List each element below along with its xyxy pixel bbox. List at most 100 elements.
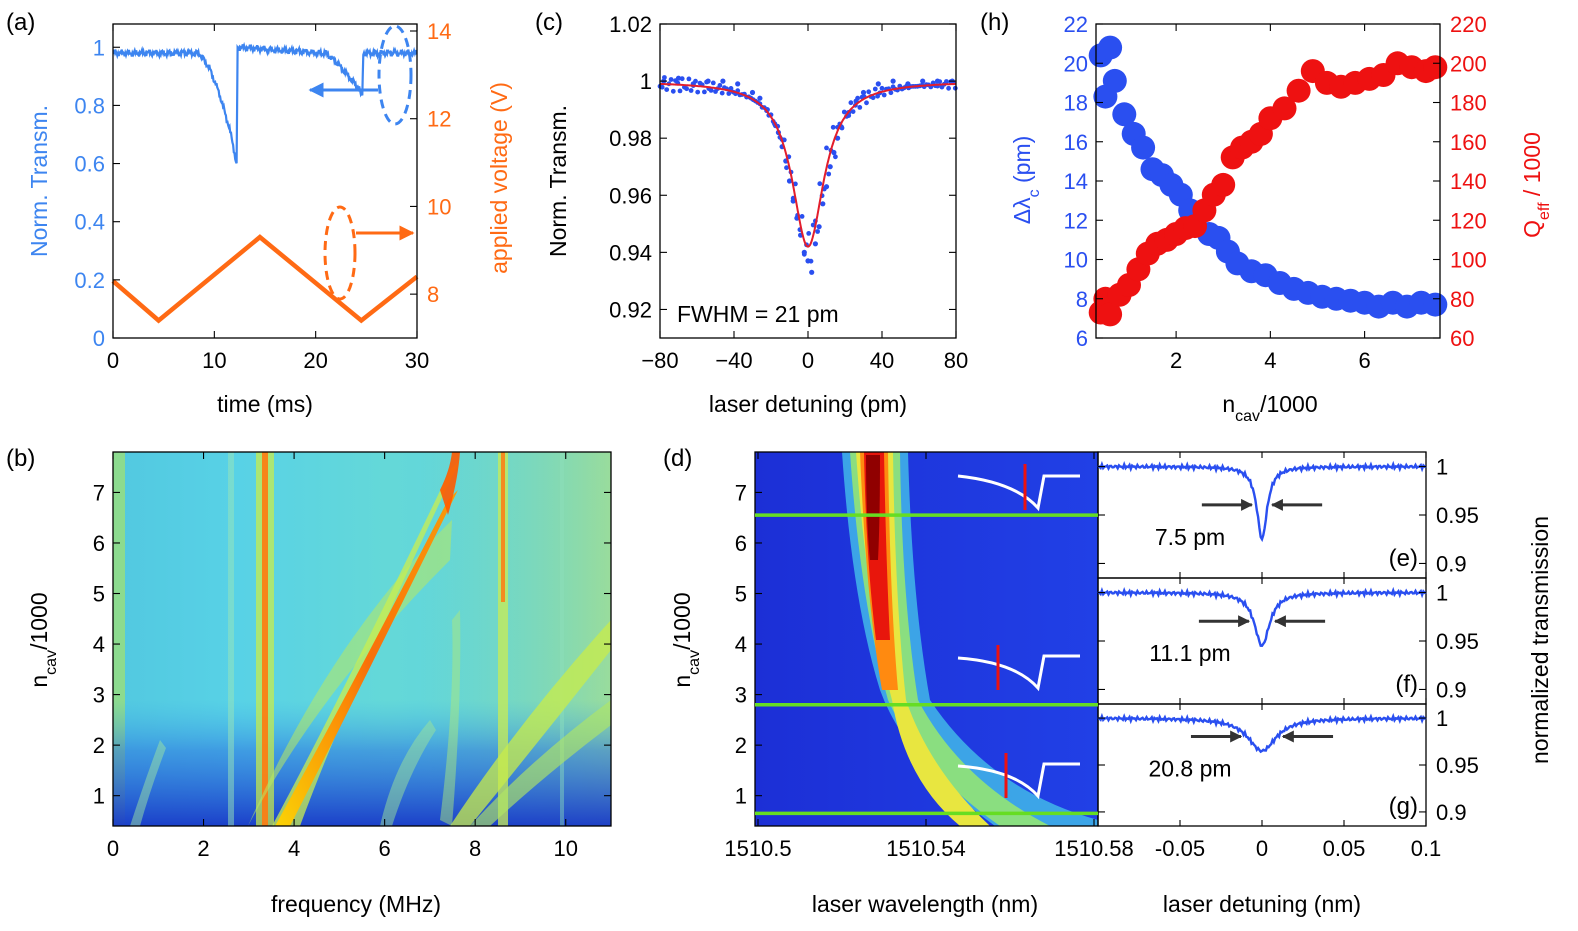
subpanel-label: (f)	[1395, 671, 1418, 698]
panel-b-ylabel: ncav/1000	[26, 592, 60, 687]
subpanel-label: (g)	[1389, 793, 1418, 820]
inset-sketch-bottom	[957, 762, 1080, 800]
data-point	[866, 89, 872, 95]
panel-b-heatmap	[113, 452, 611, 826]
panel-b-xtick-label: 8	[469, 836, 481, 861]
data-point	[888, 90, 894, 96]
data-point	[720, 78, 726, 84]
data-point	[830, 124, 836, 130]
panel-a-y2tick-label: 8	[427, 282, 439, 307]
data-point	[823, 184, 830, 190]
data-point	[860, 89, 867, 96]
qeff-point	[1423, 55, 1448, 80]
efg-xtick-label: -0.05	[1155, 836, 1205, 861]
data-point	[799, 214, 805, 219]
panel-a-ylabel: Norm. Transm.	[26, 105, 52, 257]
efg-ytick-label: 1	[1436, 581, 1448, 606]
panel-c-ytick-label: 0.94	[609, 240, 652, 265]
panel-efg-ticks: 1 0.95 0.9 1 0.95 0.9 1 0.95 0.9 -0.05 0 0.05 0.1	[1098, 452, 1479, 861]
panel-h-y2tick-label: 220	[1450, 12, 1487, 37]
panel-c-xtick-label: −40	[715, 348, 752, 373]
data-point	[801, 249, 807, 255]
panel-b-ytick-label: 3	[93, 683, 105, 708]
voltage-trace	[111, 234, 419, 324]
qeff-point	[1098, 302, 1123, 327]
panel-b-ytick-label: 6	[93, 531, 105, 556]
efg-ytick-label: 0.9	[1436, 800, 1467, 825]
data-point	[708, 88, 714, 93]
panel-a-xtick-label: 0	[107, 348, 119, 373]
data-point	[827, 164, 833, 170]
panel-b-frame	[112, 451, 612, 827]
inset-sketch-mid	[957, 654, 1080, 692]
panel-c-ytick-label: 0.92	[609, 297, 652, 322]
panel-d-ticks: 1510.5 1510.54 1510.58 1 2 3 4 5 6 7	[724, 452, 1134, 861]
data-point	[688, 88, 694, 93]
ncav-guide-lines	[755, 513, 1098, 816]
data-point	[872, 86, 878, 92]
panel-d-ytick-label: 5	[735, 582, 747, 607]
data-point	[952, 85, 958, 91]
dlambda-point	[1102, 68, 1127, 93]
panel-h-y2label-main: Q	[1519, 220, 1545, 238]
panel-d-xlabel: laser wavelength (nm)	[812, 891, 1038, 917]
data-point	[826, 171, 832, 177]
subpanel-1-frame	[1097, 577, 1427, 705]
data-point	[820, 201, 826, 207]
efg-ytick-label: 0.95	[1436, 503, 1479, 528]
data-point	[790, 198, 796, 204]
data-point	[809, 269, 815, 275]
data-point	[831, 149, 837, 156]
subpanel-0-frame	[1097, 451, 1427, 579]
panel-h-ticks: 2 4 6 6 8 10 12 14 16 18 20 22 60 80 100 120 140 160 180 20…	[1064, 12, 1487, 373]
data-point	[735, 81, 741, 87]
efg-ytick-label: 0.9	[1436, 677, 1467, 702]
dlambda-point	[1131, 135, 1156, 160]
data-point	[702, 89, 707, 95]
transmission-trace	[1097, 712, 1427, 754]
panel-a-ytick-label: 0	[93, 326, 105, 351]
panel-h-ylabel-suffix: (pm)	[1009, 136, 1035, 190]
panel-b-ylabel-n: n	[26, 675, 52, 688]
panel-a-xlabel: time (ms)	[217, 391, 313, 417]
data-point	[719, 90, 725, 96]
data-point	[757, 95, 763, 101]
panel-c-xtick-label: −80	[641, 348, 678, 373]
panel-h-xlabel-sub: cav	[1235, 408, 1260, 425]
panel-b-xtick-label: 2	[197, 836, 209, 861]
data-point	[717, 83, 723, 88]
panel-a-ytick-label: 0.4	[74, 210, 105, 235]
qeff-point	[1272, 96, 1297, 121]
panel-h-xtick-label: 4	[1264, 348, 1276, 373]
panel-label-h: (h)	[980, 9, 1009, 36]
panel-c-ytick-label: 1	[640, 69, 652, 94]
panel-h-plot	[1088, 35, 1448, 327]
panel-a-xtick-label: 20	[303, 348, 327, 373]
panel-label-d: (d)	[663, 445, 692, 472]
panel-c-ylabel: Norm. Transm.	[545, 105, 571, 257]
panel-b-xtick-label: 0	[107, 836, 119, 861]
panel-b-xtick-label: 6	[379, 836, 391, 861]
panel-h-xlabel-suffix: /1000	[1260, 391, 1318, 417]
data-point	[934, 78, 941, 84]
panel-d-xtick-label: 1510.54	[886, 836, 966, 861]
panel-b-ytick-label: 2	[93, 733, 105, 758]
panel-d-heatmap	[755, 452, 1098, 826]
panel-d-ytick-label: 3	[735, 683, 747, 708]
panel-h-ytick-label: 8	[1076, 287, 1088, 312]
panel-c-xtick-label: 0	[802, 348, 814, 373]
inset-sketches	[957, 464, 1080, 800]
data-point	[668, 77, 674, 82]
data-point	[659, 84, 665, 90]
efg-xtick-label: 0.1	[1411, 836, 1442, 861]
data-point	[670, 88, 676, 94]
data-point	[695, 89, 701, 95]
efg-ytick-label: 1	[1436, 706, 1448, 731]
panel-h-ylabel-sub: c	[1026, 189, 1043, 197]
panel-a-frame	[112, 23, 418, 339]
panel-b-ylabel-sub: cav	[43, 650, 60, 675]
dlambda-point	[1112, 102, 1137, 127]
data-point	[833, 154, 838, 160]
panel-efg-xlabel: laser detuning (nm)	[1163, 891, 1361, 917]
